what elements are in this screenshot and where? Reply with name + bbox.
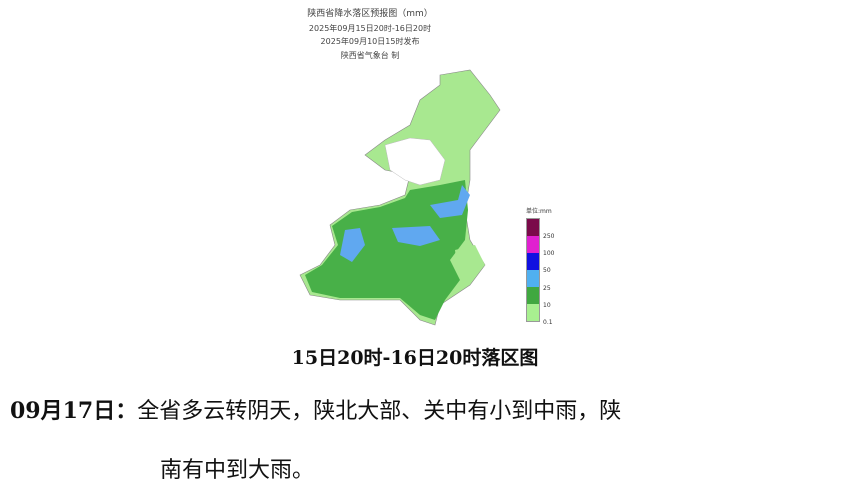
legend-swatch [527,270,539,287]
forecast-date: 09月17日： [10,398,138,424]
legend-swatch [527,219,539,236]
map-period: 2025年09月15日20时-16日20时 [308,23,432,33]
map-caption: 15日20时-16日20时落区图 [291,347,539,369]
legend-label: 50 [543,267,551,275]
moderate-rain-area [305,180,468,320]
heavy-rain-area-1 [340,228,365,262]
legend-swatch [527,304,539,321]
legend-color-bar [526,218,540,322]
legend-swatch [527,236,539,253]
legend-label: 10 [543,301,551,309]
legend-swatch [527,287,539,304]
forecast-line-2: 南有中到大雨。 [160,458,315,483]
precipitation-map [299,69,501,326]
legend-label: 250 [543,233,555,240]
map-header: 陕西省降水落区预报图（mm） 2025年09月15日20时-16日20时 202… [280,8,460,62]
forecast-line-1: 09月17日：全省多云转阴天，陕北大部、关中有小到中雨，陕 [10,393,621,425]
legend-unit: 单位:mm [526,208,552,215]
map-title: 陕西省降水落区预报图（mm） [307,9,433,19]
legend-label: 100 [543,250,555,258]
map-legend: 单位:mm 250 100 50 25 10 0.1 [526,206,555,326]
legend-swatch [527,253,539,270]
map-issuer: 陕西省气象台 制 [340,50,400,60]
forecast-text-1: 全省多云转阴天，陕北大部、关中有小到中雨，陕 [137,399,622,424]
legend-label: 25 [543,284,551,292]
no-rain-area [384,137,446,186]
map-issued: 2025年09月10日15时发布 [320,37,420,46]
light-rain-area-east [455,245,485,280]
heavy-rain-area-3 [430,185,470,218]
legend-label: 0.1 [543,318,553,326]
heavy-rain-area-2 [392,226,440,246]
